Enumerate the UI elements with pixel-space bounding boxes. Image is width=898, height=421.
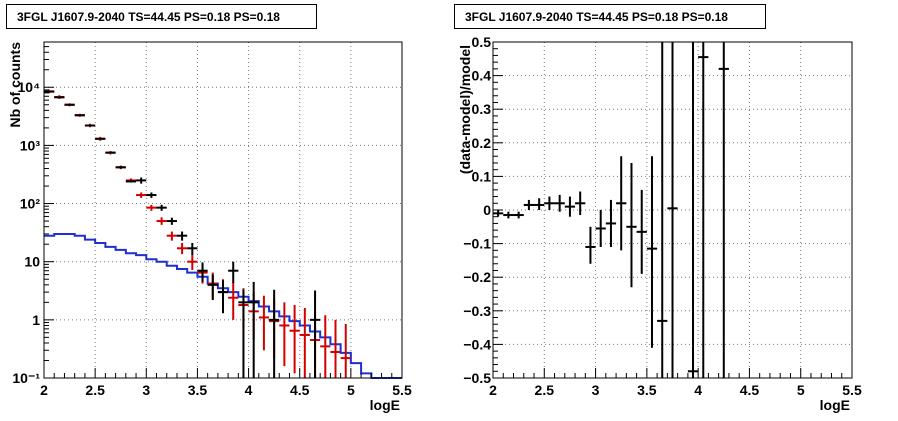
- x-tick-label: 5: [347, 382, 355, 398]
- x-tick-label: 4.5: [740, 382, 760, 398]
- y-tick-label: 0.1: [472, 168, 492, 184]
- model-histogram-line: [44, 232, 402, 379]
- x-tick-label: 3: [142, 382, 150, 398]
- y-tick-label: −0.2: [463, 269, 491, 285]
- y-tick-label: 10: [24, 254, 40, 270]
- y-tick-label: −0.3: [463, 303, 491, 319]
- y-tick-label: 0.4: [472, 68, 492, 84]
- x-tick-label: 5.5: [392, 382, 412, 398]
- y-tick-label: 0.5: [472, 34, 492, 50]
- x-tick-label: 4: [245, 382, 253, 398]
- y-tick-label: 0: [483, 202, 491, 218]
- x-tick-label: 3.5: [637, 382, 657, 398]
- x-tick-label: 2.5: [535, 382, 555, 398]
- left-plot-title: 3FGL J1607.9-2040 TS=44.45 PS=0.18 PS=0.…: [6, 4, 317, 29]
- counts-plot: 2 2.5 3 3.5 4 4.5 5 5.5 10⁻¹ 1 10 10² 10³ 10⁴ logE Nb o…: [7, 41, 412, 413]
- x-axis-title: logE: [820, 397, 850, 413]
- y-tick-label: −0.5: [463, 370, 491, 386]
- x-tick-label: 2: [40, 382, 48, 398]
- x-tick-label: 4.5: [290, 382, 310, 398]
- y-tick-label: 0.3: [472, 101, 492, 117]
- y-tick-label: 10⁴: [18, 79, 41, 95]
- x-tick-label: 3.5: [188, 382, 208, 398]
- y-axis-title: (data-model)/model: [457, 45, 473, 174]
- x-tick-label: 5: [797, 382, 805, 398]
- plot-area: [44, 42, 402, 378]
- x-tick-label: 2.5: [85, 382, 105, 398]
- y-tick-label: 10⁻¹: [12, 370, 40, 386]
- residuals-plot: 2 2.5 3 3.5 4 4.5 5 5.5 −0.5 −0.4 −0.3 −0.2 −0.1 0 0.1…: [457, 34, 862, 413]
- x-axis-title: logE: [370, 397, 400, 413]
- x-tick-label: 3: [592, 382, 600, 398]
- plot-frame: [43, 41, 403, 379]
- y-tick-label: 1: [32, 312, 40, 328]
- y-tick-label: −0.1: [463, 236, 491, 252]
- x-tick-label: 5.5: [842, 382, 862, 398]
- y-tick-label: −0.4: [463, 336, 491, 352]
- y-tick-label: 0.2: [472, 135, 492, 151]
- right-plot-title: 3FGL J1607.9-2040 TS=44.45 PS=0.18 PS=0.…: [454, 4, 766, 29]
- y-tick-label: 10³: [20, 137, 41, 153]
- y-tick-label: 10²: [20, 196, 41, 212]
- x-tick-label: 2: [489, 382, 497, 398]
- y-axis-title: Nb of counts: [7, 42, 23, 128]
- x-tick-label: 4: [694, 382, 702, 398]
